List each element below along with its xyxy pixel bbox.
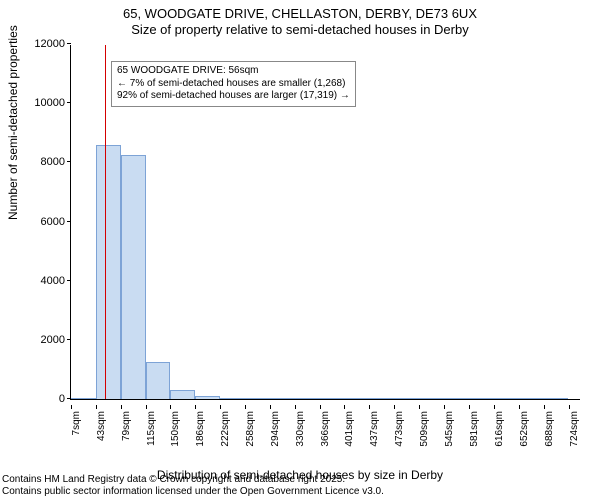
- x-tick-label: 581sqm: [469, 411, 480, 447]
- callout-box: 65 WOODGATE DRIVE: 56sqm← 7% of semi-det…: [111, 61, 356, 107]
- x-tick-label: 186sqm: [195, 411, 206, 447]
- histogram-bar: [519, 398, 544, 399]
- x-tick-mark: [170, 405, 171, 409]
- footer-line1: Contains HM Land Registry data © Crown c…: [2, 474, 384, 486]
- chart-title-line1: 65, WOODGATE DRIVE, CHELLASTON, DERBY, D…: [0, 6, 600, 22]
- x-tick-mark: [220, 405, 221, 409]
- histogram-bar: [220, 398, 245, 399]
- y-axis-label: Number of semi-detached properties: [6, 25, 20, 220]
- x-tick-mark: [544, 405, 545, 409]
- histogram-bar: [195, 396, 220, 399]
- x-tick-label: 150sqm: [170, 411, 181, 447]
- histogram-bar: [245, 398, 270, 399]
- y-tick-label: 10000: [31, 97, 65, 109]
- x-tick-mark: [394, 405, 395, 409]
- x-tick-label: 79sqm: [121, 411, 132, 441]
- histogram-bar: [469, 398, 493, 399]
- x-tick-label: 7sqm: [71, 411, 82, 435]
- histogram-bar: [344, 398, 369, 399]
- y-tick-label: 0: [31, 393, 65, 405]
- x-tick-mark: [245, 405, 246, 409]
- x-tick-mark: [71, 405, 72, 409]
- x-tick-label: 616sqm: [494, 411, 505, 447]
- x-tick-label: 401sqm: [344, 411, 355, 447]
- x-tick-label: 115sqm: [146, 411, 157, 446]
- histogram-bar: [444, 398, 469, 399]
- x-tick-label: 509sqm: [419, 411, 430, 447]
- x-tick-label: 258sqm: [245, 411, 256, 447]
- y-tick-label: 12000: [31, 38, 65, 50]
- y-tick-mark: [67, 280, 71, 281]
- histogram-bar: [295, 398, 320, 399]
- y-tick-mark: [67, 161, 71, 162]
- y-tick-label: 2000: [31, 334, 65, 346]
- histogram-bar: [146, 362, 170, 399]
- x-tick-label: 294sqm: [270, 411, 281, 447]
- x-tick-mark: [369, 405, 370, 409]
- plot-region: 0200040006000800010000120007sqm43sqm79sq…: [70, 45, 580, 400]
- histogram-bar: [170, 390, 195, 399]
- x-tick-label: 437sqm: [369, 411, 380, 447]
- y-tick-mark: [67, 102, 71, 103]
- y-tick-mark: [67, 339, 71, 340]
- histogram-bar: [320, 398, 344, 399]
- x-tick-label: 652sqm: [519, 411, 530, 447]
- callout-line3: 92% of semi-detached houses are larger (…: [117, 90, 350, 103]
- footer-line2: Contains public sector information licen…: [2, 486, 384, 498]
- histogram-bar: [394, 398, 419, 399]
- x-tick-mark: [96, 405, 97, 409]
- x-tick-label: 724sqm: [569, 411, 580, 447]
- x-tick-label: 222sqm: [220, 411, 231, 447]
- x-tick-mark: [121, 405, 122, 409]
- x-tick-mark: [569, 405, 570, 409]
- chart-title-block: 65, WOODGATE DRIVE, CHELLASTON, DERBY, D…: [0, 0, 600, 39]
- x-tick-mark: [320, 405, 321, 409]
- callout-line1: 65 WOODGATE DRIVE: 56sqm: [117, 65, 350, 78]
- chart-area: 0200040006000800010000120007sqm43sqm79sq…: [70, 45, 580, 400]
- histogram-bar: [71, 398, 96, 399]
- histogram-bar: [121, 155, 146, 399]
- histogram-bar: [270, 398, 295, 399]
- histogram-bar: [369, 398, 394, 399]
- footer-attribution: Contains HM Land Registry data © Crown c…: [2, 474, 384, 498]
- x-tick-mark: [344, 405, 345, 409]
- x-tick-label: 473sqm: [394, 411, 405, 447]
- x-tick-mark: [469, 405, 470, 409]
- x-tick-label: 330sqm: [295, 411, 306, 447]
- y-tick-mark: [67, 43, 71, 44]
- histogram-bar: [419, 398, 444, 399]
- x-tick-mark: [295, 405, 296, 409]
- histogram-bar: [544, 398, 569, 399]
- y-tick-mark: [67, 221, 71, 222]
- x-tick-mark: [519, 405, 520, 409]
- property-marker-line: [105, 45, 106, 399]
- histogram-bar: [96, 145, 121, 399]
- x-tick-mark: [195, 405, 196, 409]
- x-tick-mark: [494, 405, 495, 409]
- x-tick-mark: [270, 405, 271, 409]
- histogram-bar: [494, 398, 519, 399]
- y-tick-label: 8000: [31, 156, 65, 168]
- x-tick-label: 366sqm: [320, 411, 331, 447]
- x-tick-mark: [146, 405, 147, 409]
- y-tick-label: 6000: [31, 216, 65, 228]
- x-tick-label: 545sqm: [444, 411, 455, 447]
- callout-line2: ← 7% of semi-detached houses are smaller…: [117, 78, 350, 91]
- x-tick-mark: [419, 405, 420, 409]
- x-tick-label: 688sqm: [544, 411, 555, 447]
- chart-title-line2: Size of property relative to semi-detach…: [0, 22, 600, 38]
- x-tick-mark: [444, 405, 445, 409]
- y-tick-label: 4000: [31, 275, 65, 287]
- x-tick-label: 43sqm: [96, 411, 107, 441]
